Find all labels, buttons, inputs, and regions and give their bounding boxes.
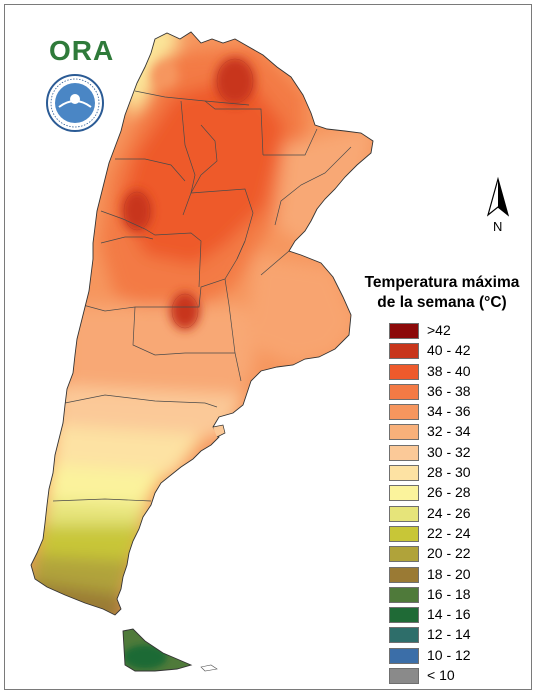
legend-label: 24 - 26 [427,504,471,521]
temperature-field [31,32,373,615]
legend-label: 26 - 28 [427,484,471,501]
legend-swatch [389,627,419,644]
argentina-temperature-map [30,31,374,672]
legend-swatch [389,505,419,522]
legend-swatch [389,566,419,583]
legend-swatch [389,607,419,624]
legend-title-line1: Temperatura máxima [364,274,520,291]
legend-label: 14 - 16 [427,606,471,623]
legend-label: 34 - 36 [427,403,471,420]
legend-label: 12 - 14 [427,626,471,643]
legend-swatch [389,343,419,360]
north-arrow-icon [486,176,510,217]
legend-label: 20 - 22 [427,545,471,562]
legend-label: 18 - 20 [427,565,471,582]
legend-swatch [389,546,419,563]
legend-swatch [389,485,419,502]
legend-label: 16 - 18 [427,585,471,602]
legend-label: 22 - 24 [427,524,471,541]
north-label: N [493,219,503,234]
legend-title-line2: de la semana (°C) [377,294,507,311]
legend-swatch [389,424,419,441]
legend-label: < 10 [427,667,455,684]
legend-swatch [389,647,419,664]
map-frame: ORA N Temperatura máxima de la semana (°… [4,4,532,690]
legend-swatch [389,668,419,685]
smn-seal-icon [46,74,104,132]
legend-swatch [389,323,419,339]
legend-swatch [389,525,419,542]
legend-label: 28 - 30 [427,464,471,481]
legend-label: 40 - 42 [427,342,471,359]
ora-logo: ORA [49,35,115,66]
province-boundaries [52,90,352,502]
legend-label: 10 - 12 [427,646,471,663]
legend-label: 30 - 32 [427,443,471,460]
legend-swatch [389,363,419,380]
legend-swatch [389,383,419,400]
legend-label: 38 - 40 [427,362,471,379]
legend-swatch [389,444,419,461]
legend-label: 36 - 38 [427,382,471,399]
legend-swatch [389,404,419,421]
legend-label: 32 - 34 [427,423,471,440]
legend-swatch [389,586,419,603]
legend-title: Temperatura máxima de la semana (°C) [347,273,537,313]
legend-label: >42 [427,322,451,338]
legend-swatch [389,465,419,482]
